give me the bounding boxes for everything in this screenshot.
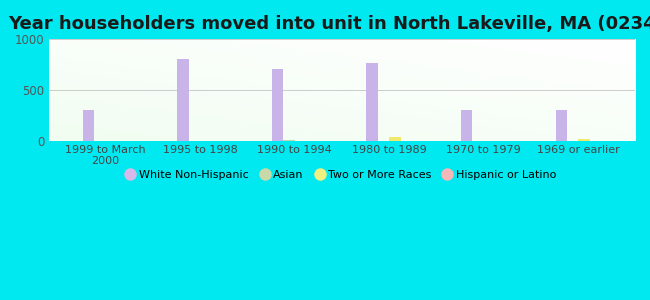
Bar (461, 110, 473, 141)
Bar (83, 110, 94, 141)
Bar (389, 137, 400, 141)
Bar (283, 140, 294, 141)
Title: Year householders moved into unit in North Lakeville, MA (02347): Year householders moved into unit in Nor… (8, 15, 650, 33)
Bar (272, 69, 283, 141)
Bar (367, 63, 378, 141)
Bar (556, 110, 567, 141)
Bar (177, 59, 188, 141)
Bar (578, 139, 590, 141)
Legend: White Non-Hispanic, Asian, Two or More Races, Hispanic or Latino: White Non-Hispanic, Asian, Two or More R… (124, 165, 560, 184)
